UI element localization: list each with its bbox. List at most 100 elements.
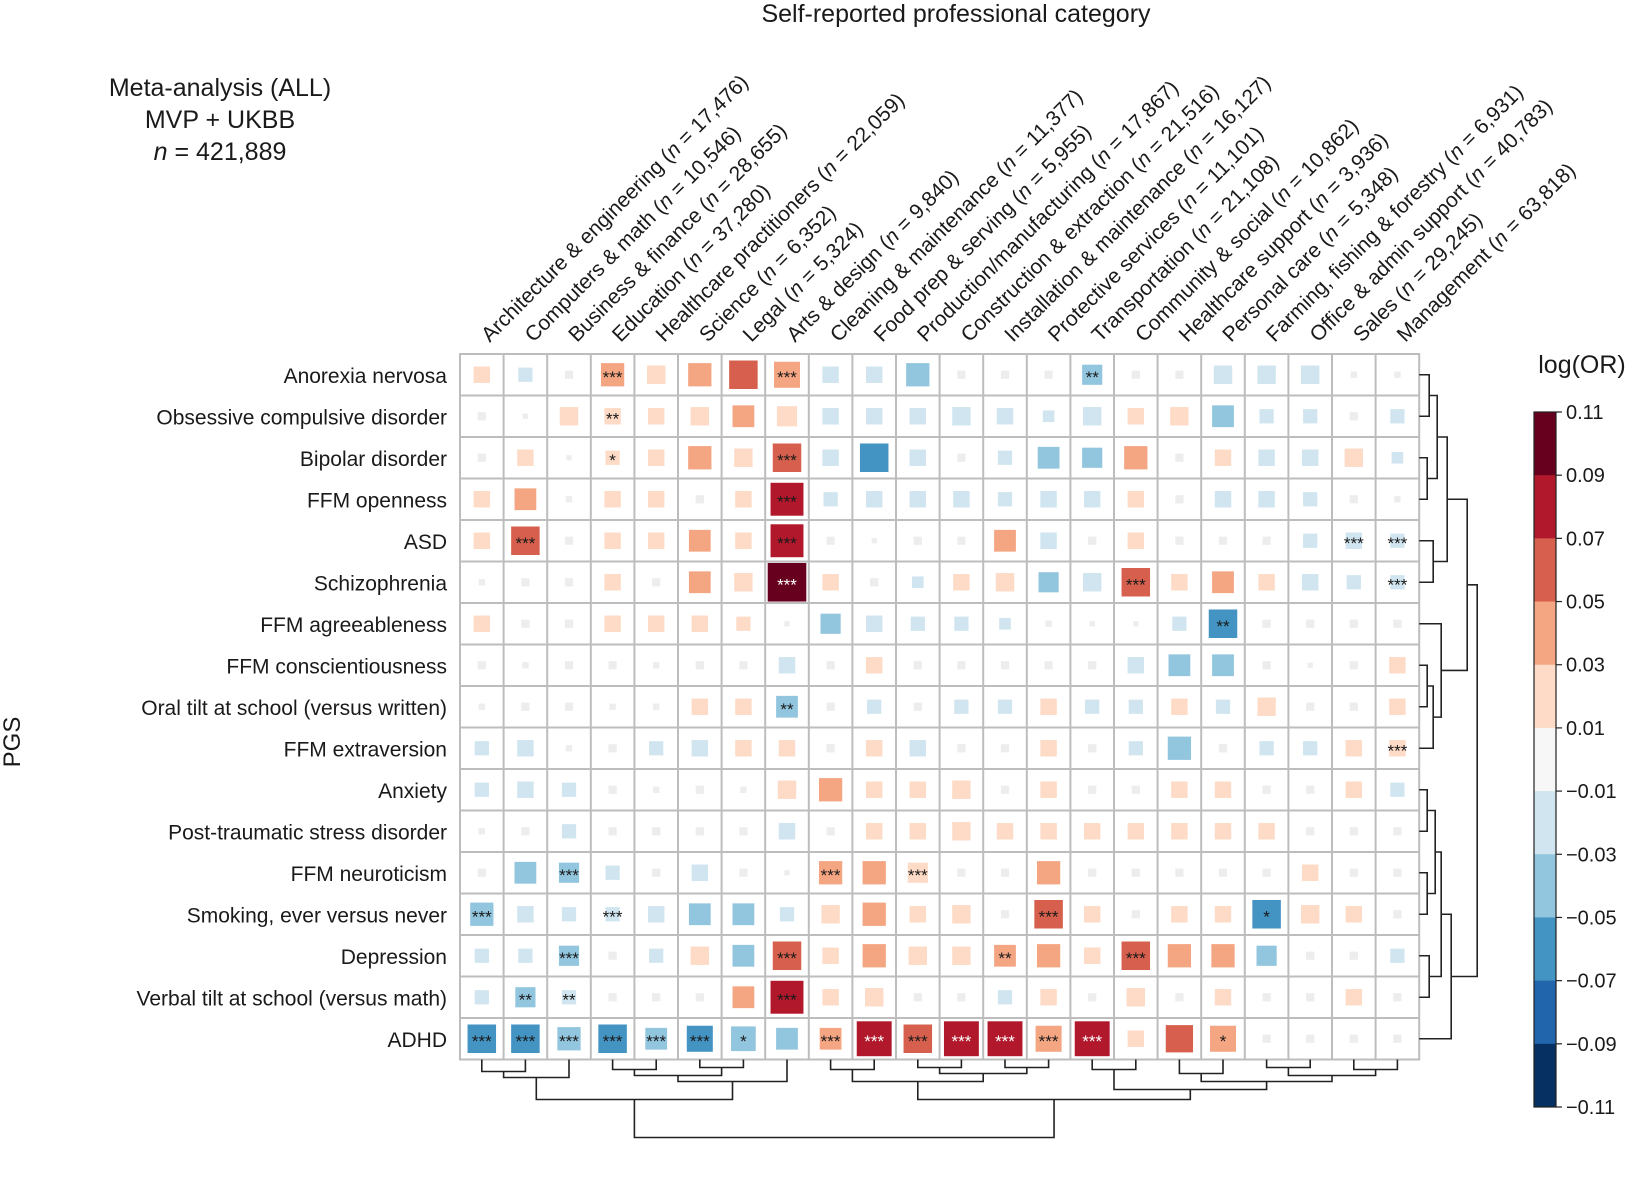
heatmap-cell <box>953 574 970 591</box>
heatmap-cell <box>1088 868 1097 877</box>
heatmap-cell <box>1349 619 1358 628</box>
significance-label: *** <box>777 451 797 470</box>
heatmap-grid: *** *** ***** ********* *** *** ****** *** *****… <box>459 353 1421 1061</box>
heatmap-cell <box>473 491 491 508</box>
heatmap-cell <box>690 946 710 965</box>
heatmap-cell <box>734 448 753 467</box>
heatmap-cell <box>997 492 1013 507</box>
heatmap-cell <box>1082 447 1103 468</box>
heatmap-cell <box>1083 823 1101 840</box>
heatmap-cell <box>1082 573 1102 592</box>
heatmap-cell <box>826 702 835 711</box>
heatmap-cell <box>952 905 971 924</box>
heatmap-cell <box>909 906 927 923</box>
heatmap-cell <box>1256 945 1277 966</box>
column-dendrogram <box>481 1059 1399 1139</box>
heatmap-cell <box>1301 449 1319 466</box>
heatmap-cell <box>822 408 839 425</box>
colorbar-tick-label: 0.09 <box>1566 465 1605 487</box>
heatmap-cell <box>1045 620 1052 627</box>
heatmap-cell <box>1208 609 1238 639</box>
heatmap-cell <box>739 827 748 836</box>
heatmap-cell <box>515 987 536 1008</box>
heatmap-cell <box>478 828 485 835</box>
heatmap-cell <box>1040 781 1057 798</box>
heatmap-cell <box>767 562 807 602</box>
heatmap-cell <box>909 823 927 840</box>
heatmap-cell <box>1127 823 1145 840</box>
heatmap-cell <box>564 536 574 545</box>
heatmap-cell <box>954 699 969 714</box>
significance-label: *** <box>908 1032 928 1051</box>
heatmap-cell <box>1349 827 1358 836</box>
heatmap-cell <box>1214 989 1232 1006</box>
heatmap-cell <box>1345 740 1363 757</box>
heatmap-cell <box>604 491 621 508</box>
heatmap-cell <box>865 366 883 383</box>
significance-label: ** <box>1086 368 1100 387</box>
colorbar-tick-label: −0.05 <box>1566 907 1617 929</box>
heatmap-cell <box>1209 1025 1237 1052</box>
heatmap-cell <box>647 449 665 466</box>
heatmap-cell <box>1345 989 1363 1006</box>
row-label: FFM extraversion <box>284 738 447 761</box>
heatmap-cell <box>691 864 709 881</box>
heatmap-cell <box>1211 944 1235 968</box>
heatmap-cell <box>1259 741 1274 756</box>
heatmap-cell <box>1088 661 1097 670</box>
heatmap-cell <box>604 532 621 549</box>
dendrogram-link <box>1419 373 1430 418</box>
heatmap-cell <box>646 365 666 384</box>
heatmap-cell <box>477 661 486 670</box>
heatmap-cell <box>474 782 489 797</box>
heatmap-cell <box>649 948 664 963</box>
heatmap-cell <box>1175 993 1184 1002</box>
heatmap-cell <box>865 740 883 757</box>
heatmap-cell <box>772 941 802 971</box>
dendrogram-link <box>1433 436 1448 563</box>
dendrogram-link <box>1265 1059 1311 1069</box>
heatmap-cell <box>777 780 797 799</box>
colorbar-segment <box>1534 601 1556 666</box>
heatmap-cell <box>1212 405 1234 428</box>
heatmap-cell <box>1121 941 1151 971</box>
colorbar-segment <box>1534 854 1556 918</box>
row-label: Anxiety <box>378 780 447 803</box>
heatmap-cell <box>521 702 530 711</box>
heatmap-cell <box>822 947 839 964</box>
heatmap-cell <box>688 446 712 470</box>
row-label: Bipolar disorder <box>300 448 447 471</box>
heatmap-cell <box>474 990 489 1005</box>
significance-label: *** <box>515 1032 535 1051</box>
heatmap-cell <box>473 615 491 632</box>
heatmap-cell <box>477 453 486 462</box>
heatmap-cell <box>862 861 886 885</box>
heatmap-cell <box>1258 823 1275 840</box>
heatmap-cell <box>608 951 617 960</box>
heatmap-cell <box>608 744 617 753</box>
heatmap-cell <box>1172 616 1187 631</box>
heatmap-cell <box>997 450 1013 465</box>
heatmap-cell <box>688 571 711 594</box>
heatmap-cell <box>653 662 660 669</box>
heatmap-cell <box>695 661 704 670</box>
heatmap-cell <box>1074 1021 1110 1057</box>
heatmap-cell <box>826 661 835 670</box>
heatmap-cell <box>1215 699 1231 714</box>
heatmap-cell <box>1214 781 1232 798</box>
heatmap-cell <box>1349 495 1358 504</box>
heatmap-cell <box>1306 1034 1315 1043</box>
heatmap-cell <box>732 405 755 428</box>
dendrogram-link <box>1113 1069 1268 1091</box>
significance-label: *** <box>1387 741 1407 760</box>
heatmap-cell <box>1393 619 1402 628</box>
heatmap-cell <box>784 621 790 627</box>
heatmap-cell <box>953 491 970 508</box>
heatmap-cell <box>997 990 1013 1005</box>
heatmap-cell <box>1349 661 1358 670</box>
colorbar: 0.11 0.09 0.07 0.05 0.03 0.01 −0.01 −0.03 −0.05 −… <box>1533 402 1617 1119</box>
heatmap-cell <box>1258 574 1275 591</box>
heatmap-cell <box>1393 1034 1402 1043</box>
heatmap-cell <box>652 868 661 877</box>
heatmap-cell <box>1394 496 1401 503</box>
